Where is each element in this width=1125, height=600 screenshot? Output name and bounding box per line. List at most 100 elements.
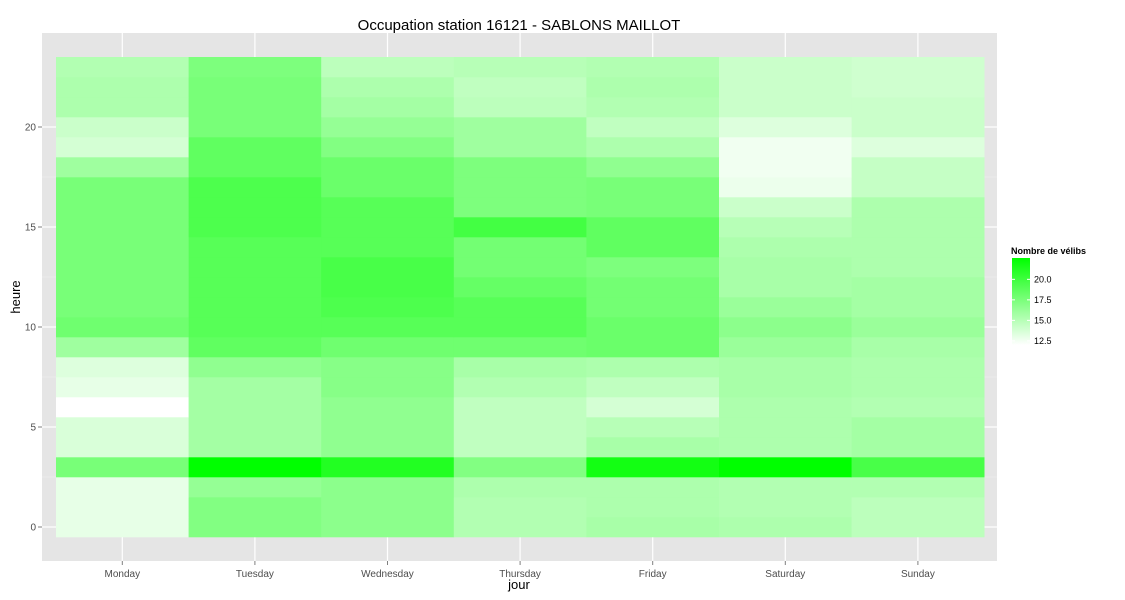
heatmap-cell [188,397,322,418]
heatmap-cell [56,157,189,178]
heatmap-cell [188,77,322,98]
heatmap-cell [719,277,852,298]
heatmap-cell [586,197,720,218]
x-tick-label: Friday [639,569,667,580]
heatmap-cell [851,117,985,138]
heatmap-cell [586,257,720,278]
heatmap-cell [851,197,985,218]
heatmap-cell [56,317,189,338]
heatmap-cell [56,497,189,518]
heatmap-cell [321,277,455,298]
heatmap-cell [56,217,189,238]
heatmap-cell [321,237,455,258]
legend-color-bar [1012,258,1030,345]
heatmap-cell [188,97,322,118]
heatmap-cell [453,157,587,178]
heatmap-cell [719,257,852,278]
heatmap-cell [188,257,322,278]
heatmap-cell [188,57,322,78]
heatmap-cell [453,77,587,98]
heatmap-cell [453,377,587,398]
y-axis-title: heure [8,280,23,313]
heatmap-cell [851,317,985,338]
heatmap-cell [188,477,322,498]
heatmap-cell [586,137,720,158]
heatmap-cell [188,457,322,478]
heatmap-cell [56,417,189,438]
heatmap-cell [56,397,189,418]
heatmap-cell [719,137,852,158]
heatmap-cell [851,457,985,478]
heatmap-cell [719,317,852,338]
heatmap-cell [586,277,720,298]
heatmap-cell [188,317,322,338]
heatmap-cell [321,477,455,498]
x-axis-ticks: Monday Tuesday Wednesday Thursday Friday Satu… [105,561,935,580]
heatmap-cell [851,377,985,398]
heatmap-cell [56,277,189,298]
heatmap-cell [851,477,985,498]
heatmap-cell [453,357,587,378]
y-tick-label: 0 [30,523,36,534]
heatmap-cell [453,497,587,518]
heatmap-cell [188,157,322,178]
heatmap-cell [321,497,455,518]
heatmap-cells [56,57,985,538]
heatmap-cell [188,217,322,238]
heatmap-cell [453,277,587,298]
heatmap-cell [586,97,720,118]
heatmap-cell [719,177,852,198]
heatmap-cell [321,177,455,198]
heatmap-cell [453,337,587,358]
heatmap-cell [719,237,852,258]
heatmap-cell [719,97,852,118]
y-tick-label: 20 [25,123,37,134]
heatmap-cell [586,237,720,258]
heatmap-cell [453,317,587,338]
heatmap-cell [188,337,322,358]
heatmap-cell [586,337,720,358]
heatmap-cell [56,377,189,398]
legend: Nombre de vélibs 12.5 15.0 17.5 20.0 [1011,246,1086,346]
heatmap-cell [851,437,985,458]
heatmap-cell [321,437,455,458]
heatmap-cell [586,497,720,518]
heatmap-cell [453,197,587,218]
heatmap-cell [719,157,852,178]
heatmap-cell [321,77,455,98]
heatmap-cell [719,377,852,398]
heatmap-cell [321,357,455,378]
y-tick-label: 5 [30,423,36,434]
heatmap-cell [851,517,985,538]
heatmap-cell [851,157,985,178]
x-tick-label: Sunday [901,569,935,580]
heatmap-cell [188,517,322,538]
heatmap-cell [56,477,189,498]
heatmap-cell [719,517,852,538]
heatmap-cell [586,517,720,538]
heatmap-cell [56,297,189,318]
x-tick-label: Saturday [765,569,805,580]
heatmap-cell [586,477,720,498]
heatmap-cell [56,197,189,218]
heatmap-cell [719,397,852,418]
heatmap-cell [719,477,852,498]
y-tick-label: 15 [25,223,37,234]
heatmap-cell [586,397,720,418]
heatmap-cell [188,117,322,138]
heatmap-cell [453,517,587,538]
heatmap-cell [586,77,720,98]
heatmap-cell [453,117,587,138]
x-tick-label: Wednesday [361,569,414,580]
heatmap-cell [453,457,587,478]
heatmap-cell [321,257,455,278]
heatmap-cell [321,517,455,538]
heatmap-cell [321,197,455,218]
heatmap-cell [453,97,587,118]
legend-tick-label: 17.5 [1034,295,1052,305]
heatmap-cell [321,137,455,158]
heatmap-cell [56,117,189,138]
heatmap-cell [188,137,322,158]
legend-tick-label: 15.0 [1034,315,1052,325]
